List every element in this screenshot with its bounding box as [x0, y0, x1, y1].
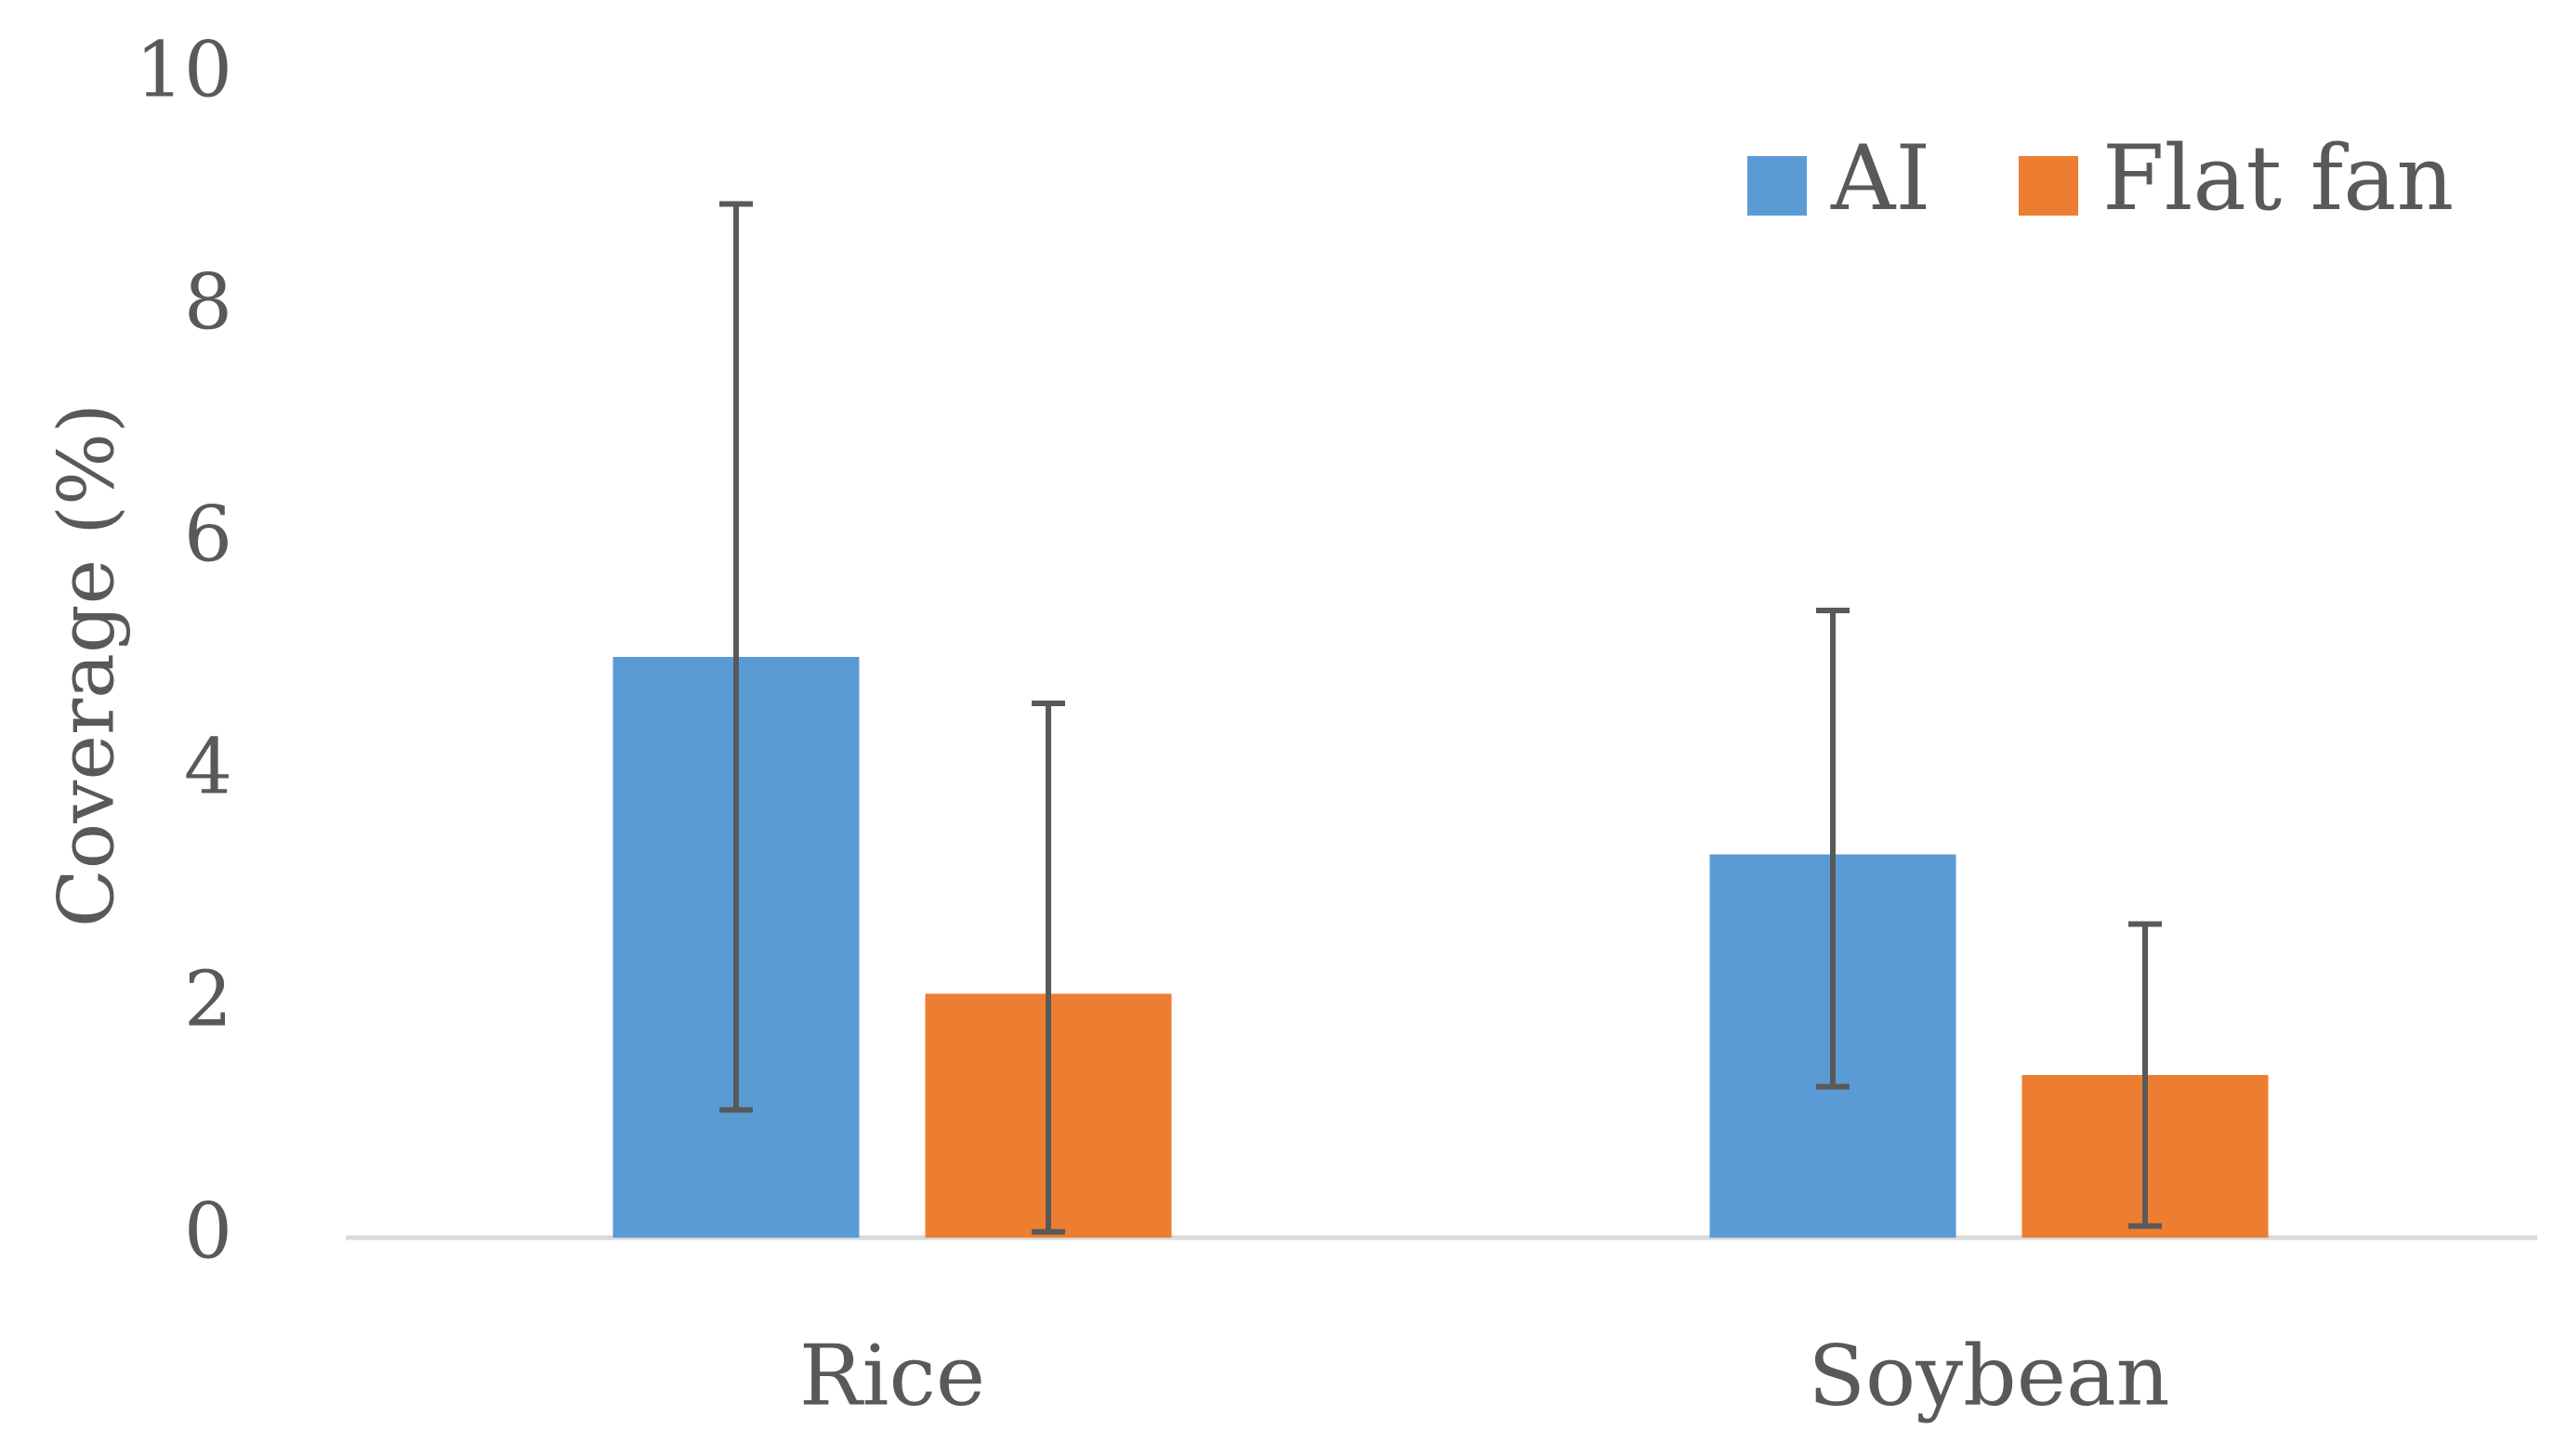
- legend-item-ai: AI: [1747, 126, 1930, 230]
- y-tick-label: 6: [184, 492, 232, 580]
- legend-swatch: [2019, 156, 2078, 216]
- y-axis-title: Coverage (%): [44, 403, 132, 927]
- error-bar-flat-fan-soybean: [2128, 921, 2162, 1229]
- legend-label: AI: [1830, 126, 1930, 230]
- category-labels: Rice Soybean: [799, 1327, 2170, 1424]
- error-bars-group: [719, 201, 2162, 1235]
- y-tick-label: 8: [184, 259, 232, 348]
- legend-label: Flat fan: [2102, 126, 2454, 230]
- y-tick-label: 10: [136, 27, 232, 115]
- y-tick-label: 4: [184, 724, 232, 812]
- y-tick-label: 2: [184, 956, 232, 1044]
- error-bar-ai-soybean: [1816, 608, 1850, 1090]
- category-label-rice: Rice: [799, 1327, 985, 1424]
- error-bar-flat-fan-rice: [1032, 701, 1065, 1235]
- error-bar-ai-rice: [719, 201, 753, 1113]
- y-axis-ticks: 0 2 4 6 8 10: [136, 27, 232, 1277]
- bars-group: [612, 657, 2269, 1238]
- legend: AI Flat fan: [1747, 126, 2454, 230]
- legend-swatch: [1747, 156, 1807, 216]
- legend-item-flat-fan: Flat fan: [2019, 126, 2454, 230]
- category-label-soybean: Soybean: [1808, 1327, 2169, 1424]
- y-tick-label: 0: [184, 1188, 232, 1277]
